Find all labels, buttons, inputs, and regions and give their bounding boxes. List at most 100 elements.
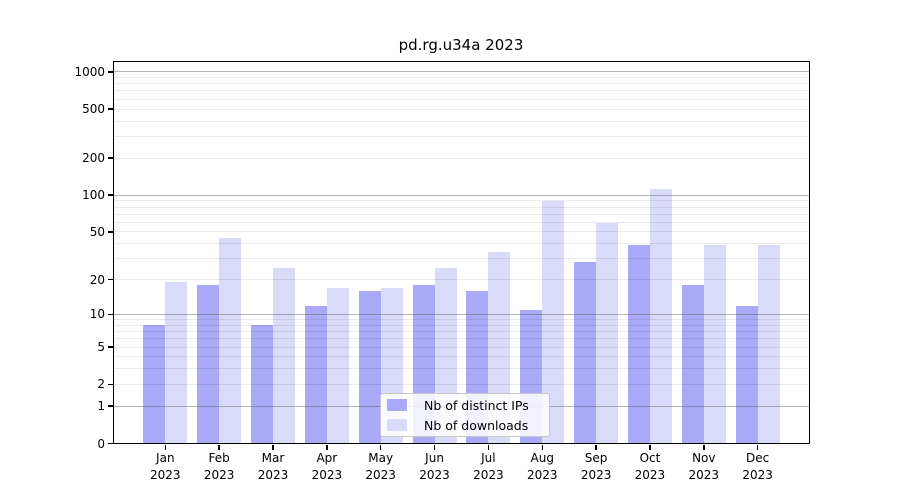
- x-axis-tick-label-nov: Nov 2023: [672, 450, 736, 483]
- minor-gridline-6: [114, 338, 810, 340]
- x-tick-month: Aug: [530, 451, 554, 465]
- x-tick-year: 2023: [634, 467, 666, 482]
- minor-gridline-20: [114, 279, 810, 281]
- x-tick-month: Oct: [639, 451, 661, 465]
- x-axis-tick-label-dec: Dec 2023: [726, 450, 790, 483]
- minor-gridline-2: [114, 383, 810, 385]
- minor-gridline-50: [114, 231, 810, 233]
- x-axis-tick-jun: [433, 445, 436, 450]
- y-axis-tick-20: [107, 278, 113, 281]
- minor-gridline-5: [114, 346, 810, 348]
- y-axis-tick-label-500: 500: [82, 102, 105, 117]
- x-tick-year: 2023: [526, 467, 558, 482]
- x-tick-year: 2023: [311, 467, 343, 482]
- x-tick-year: 2023: [150, 467, 181, 482]
- x-axis-tick-jul: [487, 445, 490, 450]
- x-tick-month: Jan: [156, 451, 175, 465]
- y-axis-tick-label-1000: 1000: [74, 64, 105, 79]
- x-tick-month: Jun: [425, 451, 444, 465]
- minor-gridline-9: [114, 319, 810, 321]
- minor-gridline-500: [114, 108, 810, 110]
- y-axis-tick-label-1: 1: [97, 399, 105, 414]
- y-axis-tick-label-0: 0: [97, 436, 105, 451]
- chart-title: pd.rg.u34a 2023: [398, 36, 524, 54]
- x-tick-year: 2023: [742, 467, 773, 482]
- x-tick-month: Nov: [692, 451, 716, 465]
- bar-nb-of-distinct-ips-apr: [304, 305, 327, 444]
- minor-gridline-3: [114, 368, 810, 370]
- legend-item-distinct-ips: Nb of distinct IPs: [387, 395, 549, 415]
- bar-nb-of-distinct-ips-sep: [574, 262, 597, 444]
- minor-gridline-7: [114, 331, 810, 333]
- y-axis-tick-1: [107, 405, 113, 407]
- plot-area: [112, 61, 810, 444]
- y-axis-tick-label-5: 5: [97, 340, 105, 355]
- x-axis-tick-label-apr: Apr 2023: [295, 450, 359, 483]
- minor-gridline-70: [114, 213, 810, 215]
- x-axis-tick-label-jan: Jan 2023: [133, 450, 197, 483]
- bar-nb-of-distinct-ips-feb: [197, 285, 220, 444]
- minor-gridline-40: [114, 243, 810, 245]
- minor-gridline-4: [114, 356, 810, 358]
- minor-gridline-300: [114, 135, 810, 137]
- y-axis-tick-200: [107, 157, 113, 159]
- x-axis-tick-label-may: May 2023: [349, 450, 413, 483]
- major-gridline-100: [114, 194, 810, 196]
- minor-gridline-8: [114, 324, 810, 326]
- x-axis-tick-label-feb: Feb 2023: [187, 450, 251, 483]
- legend-swatch-distinct-ips: [387, 399, 407, 411]
- minor-gridline-600: [114, 98, 810, 100]
- y-axis-tick-label-2: 2: [97, 377, 105, 392]
- x-tick-month: May: [368, 451, 394, 465]
- x-tick-month: Mar: [261, 451, 285, 465]
- x-axis-tick-aug: [541, 445, 543, 450]
- x-tick-year: 2023: [257, 467, 289, 482]
- minor-gridline-80: [114, 206, 810, 208]
- bar-nb-of-distinct-ips-oct: [627, 245, 650, 444]
- legend-swatch-downloads: [387, 419, 407, 431]
- bar-nb-of-distinct-ips-dec: [735, 305, 758, 444]
- minor-gridline-30: [114, 258, 810, 260]
- bar-nb-of-distinct-ips-nov: [681, 285, 704, 444]
- x-axis-tick-label-mar: Mar 2023: [241, 450, 305, 483]
- bar-nb-of-distinct-ips-may: [358, 291, 381, 444]
- minor-gridline-60: [114, 221, 810, 223]
- bar-nb-of-downloads-aug: [542, 201, 565, 444]
- y-axis-tick-label-200: 200: [82, 151, 105, 166]
- minor-gridline-700: [114, 90, 810, 92]
- y-axis-tick-50: [107, 231, 113, 233]
- x-axis-tick-apr: [326, 445, 328, 450]
- major-gridline-10: [114, 313, 810, 315]
- x-axis-tick-label-jul: Jul 2023: [456, 450, 520, 483]
- minor-gridline-400: [114, 120, 810, 122]
- y-axis-tick-label-50: 50: [89, 224, 105, 239]
- x-tick-month: Jul: [481, 451, 496, 465]
- bar-nb-of-downloads-jan: [165, 282, 188, 444]
- x-axis-tick-label-aug: Aug 2023: [510, 450, 574, 483]
- x-tick-year: 2023: [203, 467, 235, 482]
- x-axis-tick-label-oct: Oct 2023: [618, 450, 682, 483]
- x-axis-tick-feb: [218, 445, 220, 450]
- x-tick-year: 2023: [688, 467, 720, 482]
- x-tick-month: Sep: [584, 451, 608, 465]
- y-axis-tick-100: [107, 194, 113, 196]
- bar-nb-of-downloads-mar: [273, 268, 295, 444]
- y-axis-tick-label-10: 10: [89, 307, 105, 322]
- x-axis-tick-oct: [649, 445, 651, 450]
- y-axis-tick-2: [107, 383, 113, 386]
- bar-nb-of-downloads-oct: [649, 188, 672, 444]
- y-axis-tick-500: [107, 108, 113, 110]
- y-axis-tick-label-100: 100: [82, 188, 105, 203]
- legend-label-downloads: Nb of downloads: [424, 417, 529, 433]
- bar-nb-of-distinct-ips-mar: [251, 325, 273, 444]
- minor-gridline-800: [114, 83, 810, 85]
- bar-nb-of-downloads-apr: [326, 287, 349, 444]
- bar-nb-of-distinct-ips-jan: [143, 325, 166, 444]
- x-tick-month: Dec: [746, 451, 770, 465]
- x-tick-year: 2023: [473, 467, 504, 482]
- x-tick-month: Apr: [316, 451, 338, 465]
- x-axis-tick-label-jun: Jun 2023: [403, 450, 467, 483]
- minor-gridline-900: [114, 76, 810, 78]
- legend-item-downloads: Nb of downloads: [387, 415, 549, 435]
